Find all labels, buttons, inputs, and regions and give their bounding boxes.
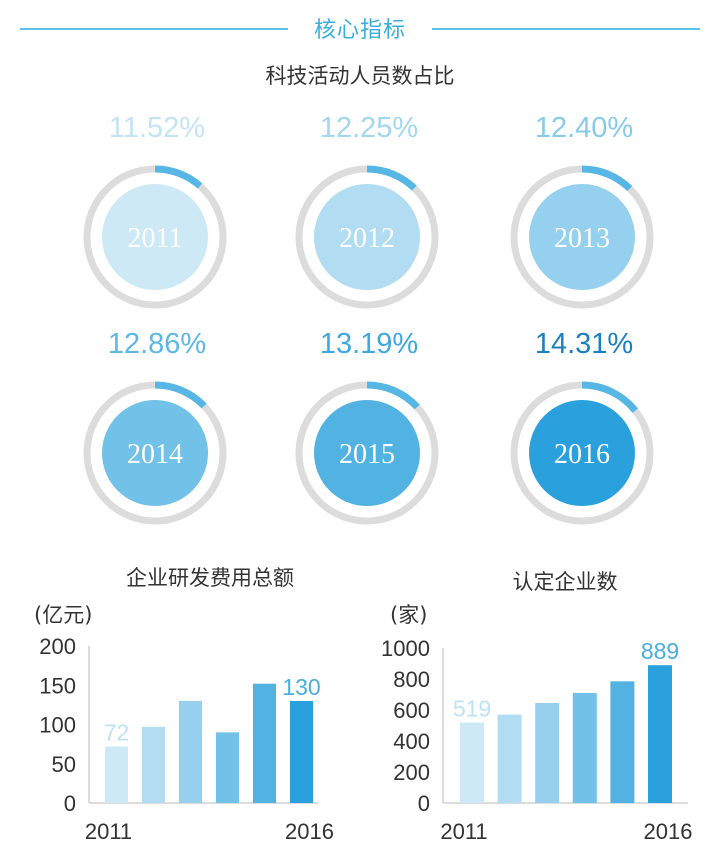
x-tick-label: 2011 — [85, 819, 132, 844]
bar-data-label: 519 — [453, 696, 491, 722]
header-divider-left — [20, 28, 288, 30]
donut-year-label: 2016 — [554, 439, 610, 470]
donut-year-label: 2012 — [339, 223, 395, 254]
donut-charts: 11.52% 2011 12.25% 2012 12.40% 2013 12.86% 2014… — [83, 112, 654, 525]
y-tick-label: 800 — [393, 667, 430, 692]
donut-arc — [581, 381, 638, 413]
y-tick-label: 0 — [64, 791, 76, 816]
x-tick-label: 2016 — [644, 819, 693, 844]
donut-arc — [154, 165, 203, 189]
donut-2015: 13.19% 2015 — [295, 328, 439, 525]
bar-data-label: 72 — [104, 719, 130, 745]
donut-value-label: 12.40% — [535, 112, 633, 144]
donut-year-label: 2011 — [128, 223, 183, 254]
bar-2012 — [497, 714, 522, 803]
header-divider-right — [432, 28, 700, 30]
bar-2014 — [572, 692, 597, 803]
bar-2013 — [179, 700, 202, 803]
donut-center — [529, 400, 635, 506]
donut-2013: 12.40% 2013 — [510, 112, 654, 309]
donut-center — [102, 400, 208, 506]
bar-2015 — [253, 683, 276, 803]
donut-center — [314, 184, 420, 290]
donut-value-label: 13.19% — [320, 328, 418, 360]
y-axis-unit: (亿元) — [34, 603, 92, 627]
donut-arc — [366, 381, 420, 410]
bar-2016 — [290, 700, 313, 803]
donut-year-label: 2015 — [339, 439, 395, 470]
y-tick-label: 1000 — [381, 636, 430, 661]
bar-2011 — [460, 722, 484, 803]
bar-2016 — [648, 665, 672, 803]
y-tick-label: 400 — [393, 729, 430, 754]
x-tick-label: 2016 — [285, 819, 334, 844]
donut-2014: 12.86% 2014 — [83, 328, 227, 525]
donut-year-label: 2014 — [127, 439, 183, 470]
donut-center — [102, 184, 208, 290]
donut-section-title: 科技活动人员数占比 — [265, 64, 455, 88]
y-tick-label: 600 — [393, 698, 430, 723]
donut-arc — [154, 381, 207, 409]
donut-center — [529, 184, 635, 290]
bar-2011 — [105, 746, 128, 803]
bar-chart-1-title: 企业研发费用总额 — [126, 566, 294, 590]
y-tick-label: 150 — [39, 673, 76, 698]
donut-value-label: 12.25% — [320, 112, 418, 144]
donut-value-label: 12.86% — [108, 328, 206, 360]
donut-value-label: 14.31% — [535, 328, 633, 360]
y-tick-label: 50 — [52, 752, 76, 777]
donut-2016: 14.31% 2016 — [510, 328, 654, 525]
y-tick-label: 200 — [39, 634, 76, 659]
y-tick-label: 100 — [39, 713, 76, 738]
donut-arc — [581, 165, 633, 192]
x-tick-label: 2011 — [440, 819, 487, 844]
page-title: 核心指标 — [313, 18, 406, 43]
donut-year-label: 2013 — [554, 223, 610, 254]
header: 核心指标 — [0, 0, 720, 56]
bar-2012 — [142, 726, 165, 803]
y-tick-label: 200 — [393, 760, 430, 785]
bar-2015 — [610, 681, 635, 803]
donut-arc — [366, 165, 417, 191]
bar-2013 — [535, 703, 560, 803]
bar-data-label: 889 — [641, 638, 679, 664]
bar-chart-2-title: 认定企业数 — [512, 570, 618, 594]
donut-2011: 11.52% 2011 — [83, 112, 227, 309]
donut-2012: 12.25% 2012 — [295, 112, 439, 309]
donut-value-label: 11.52% — [109, 112, 205, 144]
bar-data-label: 130 — [282, 674, 320, 700]
donut-center — [314, 400, 420, 506]
y-tick-label: 0 — [418, 791, 430, 816]
y-axis-unit: (家) — [390, 603, 427, 627]
bar-2014 — [216, 732, 239, 803]
